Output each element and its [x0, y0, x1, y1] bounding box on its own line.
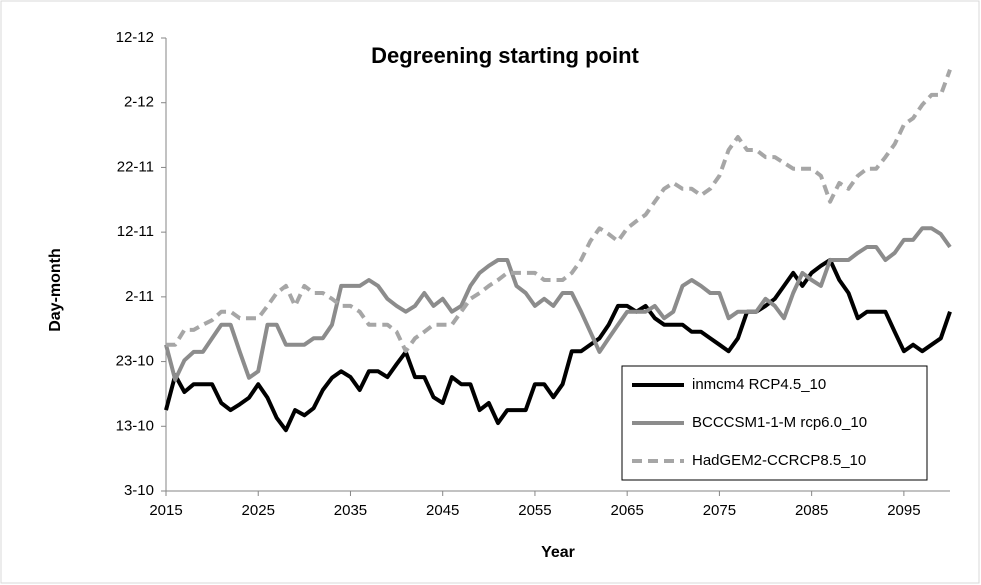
x-tick-label: 2085 — [795, 502, 828, 519]
x-tick-label: 2065 — [610, 502, 643, 519]
legend-label: BCCCSM1-1-M rcp6.0_10 — [692, 414, 867, 431]
y-tick-label: 2-12 — [124, 94, 154, 111]
series-line — [164, 258, 952, 433]
x-tick-label: 2035 — [334, 502, 367, 519]
x-tick-label: 2015 — [149, 502, 182, 519]
x-tick-label: 2025 — [242, 502, 275, 519]
x-tick-label: 2045 — [426, 502, 459, 519]
y-tick-label: 12-12 — [116, 29, 154, 46]
y-tick-label: 12-11 — [117, 223, 154, 240]
x-tick-label: 2055 — [518, 502, 551, 519]
y-axis-label: Day-month — [47, 248, 64, 332]
x-tick-label: 2075 — [703, 502, 736, 519]
chart-title: Degreening starting point — [371, 43, 639, 68]
x-axis-label: Year — [541, 544, 575, 561]
series-line — [164, 226, 952, 382]
y-tick-label: 2-11 — [125, 288, 154, 305]
y-tick-label: 13-10 — [116, 417, 154, 434]
series-line — [166, 69, 952, 354]
y-tick-label: 22-11 — [117, 158, 154, 175]
legend-label: inmcm4 RCP4.5_10 — [692, 376, 826, 393]
y-tick-label: 23-10 — [116, 353, 154, 370]
y-tick-label: 3-10 — [124, 482, 154, 499]
legend-label: HadGEM2-CCRCP8.5_10 — [692, 452, 866, 469]
x-tick-label: 2095 — [887, 502, 920, 519]
